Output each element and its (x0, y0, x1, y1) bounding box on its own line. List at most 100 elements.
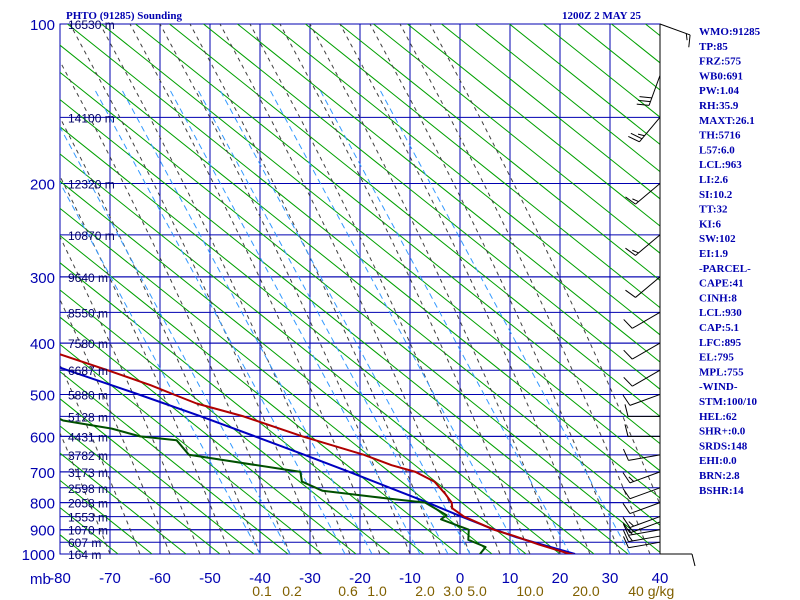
temperature-tick-label: 0 (456, 570, 464, 587)
dry-adiabat (60, 234, 459, 554)
index-value: BRN:2.8 (699, 470, 740, 482)
wind-barb-flag (622, 503, 631, 514)
dry-adiabat (338, 24, 660, 282)
wind-barb-halfflag (628, 476, 635, 482)
wind-barb-shaft (628, 454, 661, 461)
wind-barb-shaft (629, 516, 661, 529)
wind-barb-flag (622, 536, 629, 548)
index-value: RH:35.9 (699, 100, 739, 112)
moist-adiabat (249, 24, 501, 554)
wind-barb-halfflag (628, 535, 633, 542)
wind-barb (624, 404, 660, 417)
index-value: HEL:62 (699, 411, 737, 423)
wind-barb (625, 183, 661, 205)
wind-barb-shaft (635, 183, 661, 205)
wind-barb-shaft (629, 471, 661, 484)
dry-adiabat (474, 24, 660, 173)
wind-barb (622, 530, 661, 543)
wind-barb-flag (623, 349, 633, 360)
height-label: 3173 m (68, 466, 108, 480)
dry-adiabat (60, 98, 629, 554)
moist-adiabat (60, 60, 291, 554)
wind-barb-flag (622, 472, 631, 484)
index-value: EHI:0.0 (699, 455, 737, 467)
height-label: 6687 m (68, 364, 108, 378)
index-value: LCL:930 (699, 307, 742, 319)
wind-barb (622, 487, 661, 500)
mixing-ratio-label: 1.0 (367, 583, 387, 599)
wind-barb (628, 117, 661, 143)
pressure-tick-label: 800 (30, 496, 55, 513)
pressure-unit-label: mb (30, 571, 51, 588)
index-value: -WIND- (699, 381, 738, 393)
wind-barb-shaft (629, 521, 661, 534)
wind-barb-flag (622, 517, 631, 528)
temperature-tick-label: -40 (249, 570, 271, 587)
temperature-tick-label: -10 (399, 570, 421, 587)
index-value: CINH:8 (699, 292, 737, 304)
height-label: 607 m (68, 536, 101, 550)
temperature-tick-label: -60 (149, 570, 171, 587)
index-value: SI:10.2 (699, 189, 733, 201)
wind-barb (660, 553, 696, 567)
height-label: 5880 m (68, 388, 108, 402)
index-value: LCL:963 (699, 159, 742, 171)
wind-barb (622, 516, 661, 529)
height-label: 1070 m (68, 524, 108, 538)
moist-adiabat (189, 24, 441, 554)
wind-barb-flag (622, 394, 631, 406)
temperature-tick-label: -70 (99, 570, 121, 587)
moist-adiabat (60, 235, 201, 554)
wind-barb (623, 369, 661, 387)
wind-barb-halfflag (632, 249, 639, 254)
wind-barb-halfflag (628, 521, 635, 527)
wind-barb (625, 234, 661, 256)
wind-barb (622, 523, 661, 536)
sounding-profiles (60, 353, 576, 554)
mixing-ratio-label: 10.0 (516, 583, 543, 599)
wind-barb (622, 393, 661, 406)
index-value: MPL:755 (699, 366, 744, 378)
chart-timestamp: 1200Z 2 MAY 25 (562, 10, 641, 22)
mixing-ratio-line (269, 89, 521, 554)
mixing-ratio-label: 0.2 (282, 583, 302, 599)
temperature-tick-label: 30 (602, 570, 619, 587)
wind-barb-flag (636, 103, 650, 106)
wind-barb-shaft (629, 393, 661, 406)
moist-adiabat (60, 363, 141, 554)
moist-adiabat (309, 24, 561, 554)
temperature-tick-label: -30 (299, 570, 321, 587)
wind-barb (624, 424, 660, 437)
moist-adiabat (279, 24, 531, 554)
dry-adiabat (0, 0, 16, 554)
dry-adiabat (60, 180, 527, 554)
index-value: FRZ:575 (699, 56, 742, 68)
mixing-ratio-line (60, 126, 291, 554)
mixing-ratio-line (169, 89, 421, 554)
dry-adiabat (60, 207, 493, 554)
wind-barb-shaft (632, 311, 661, 329)
temperature-tick-label: -80 (49, 570, 71, 587)
wind-barb-shaft (635, 276, 661, 298)
wind-barb (622, 536, 661, 549)
dry-adiabat (406, 24, 660, 227)
index-value: KI:6 (699, 218, 722, 230)
moist-adiabat (60, 298, 171, 554)
dry-adiabat (372, 24, 660, 254)
moist-adiabat (99, 24, 351, 554)
wind-barb-flag (688, 34, 691, 48)
dry-adiabat (60, 153, 561, 554)
moist-adiabat (219, 24, 471, 554)
temperature-tick-label: -20 (349, 570, 371, 587)
wind-barb-halfflag (628, 528, 633, 535)
wind-barb-flag (625, 289, 636, 298)
wind-barb-shaft (628, 529, 661, 536)
index-value: MAXT:26.1 (699, 115, 755, 127)
mixing-ratio-label: 0.6 (338, 583, 358, 599)
chart-grid (59, 23, 661, 555)
index-value: TT:32 (699, 204, 728, 216)
wind-barb-shaft (648, 75, 661, 106)
mixing-ratio-label: 0.1 (252, 583, 272, 599)
index-value: SW:102 (699, 233, 736, 245)
